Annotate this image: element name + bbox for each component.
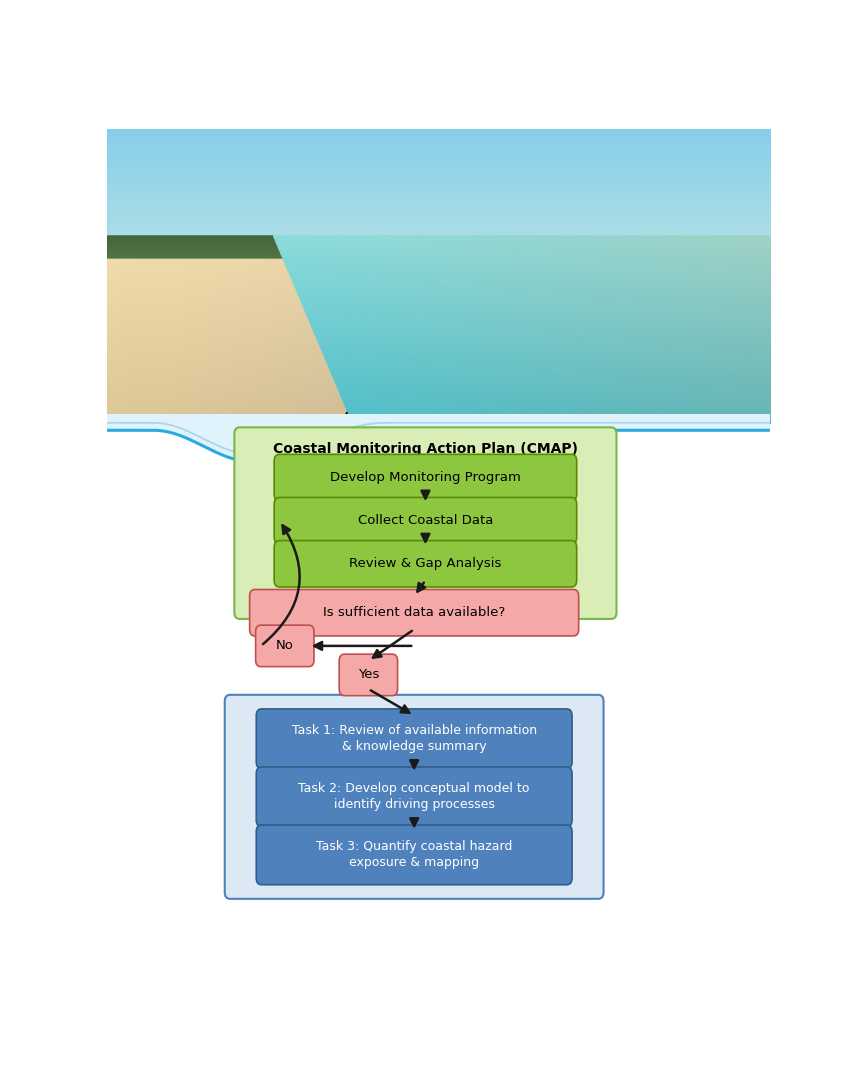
Text: Task 1: Review of available information
& knowledge summary: Task 1: Review of available information … [292,724,537,753]
Text: Coastal Monitoring Action Plan (CMAP): Coastal Monitoring Action Plan (CMAP) [273,442,578,456]
Bar [107,416,770,959]
FancyBboxPatch shape [235,428,616,619]
FancyBboxPatch shape [339,654,397,696]
Text: Yes: Yes [358,669,379,682]
FancyBboxPatch shape [256,709,572,769]
Text: Collect Coastal Data: Collect Coastal Data [358,514,493,527]
Text: Task 3: Quantify coastal hazard
exposure & mapping: Task 3: Quantify coastal hazard exposure… [316,840,513,869]
FancyBboxPatch shape [256,625,314,667]
Text: Develop Monitoring Program: Develop Monitoring Program [330,471,520,484]
FancyBboxPatch shape [256,825,572,884]
FancyBboxPatch shape [274,541,577,587]
FancyBboxPatch shape [256,767,572,827]
FancyBboxPatch shape [274,498,577,544]
Bar [107,414,770,459]
Text: Review & Gap Analysis: Review & Gap Analysis [349,557,502,571]
Text: Task 2: Develop conceptual model to
identify driving processes: Task 2: Develop conceptual model to iden… [299,782,530,811]
Text: Local Coastal Hazard Study: Local Coastal Hazard Study [306,711,521,725]
FancyBboxPatch shape [274,454,577,501]
Text: No: No [276,640,294,653]
FancyBboxPatch shape [250,589,579,635]
FancyBboxPatch shape [225,695,603,899]
Text: Is sufficient data available?: Is sufficient data available? [323,606,505,619]
